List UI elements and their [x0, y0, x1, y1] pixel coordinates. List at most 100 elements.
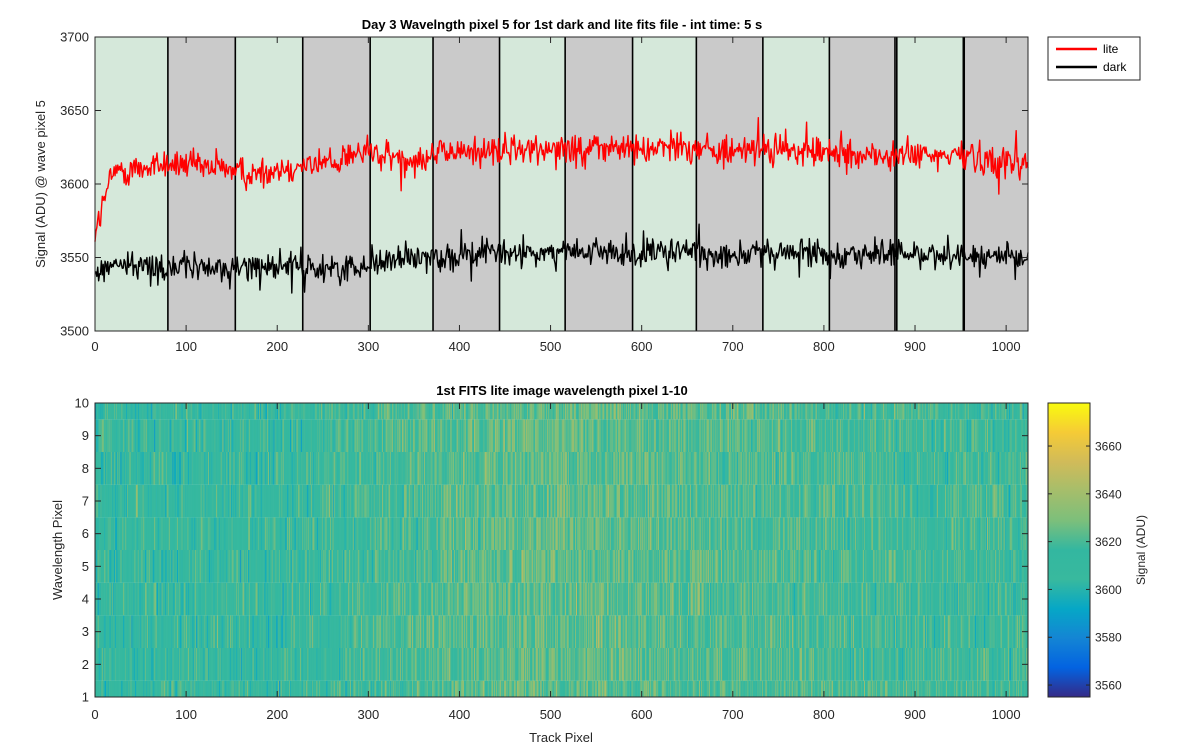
heatmap-cell — [693, 680, 695, 697]
heatmap-cell — [941, 582, 943, 616]
heatmap-cell — [1013, 680, 1015, 697]
heatmap-cell — [185, 680, 187, 697]
heatmap-cell — [615, 680, 617, 697]
heatmap-cell — [820, 615, 822, 648]
heatmap-cell — [636, 582, 638, 616]
heatmap-cell — [850, 648, 852, 681]
heatmap-cell — [373, 550, 376, 583]
heatmap-cell — [843, 648, 846, 681]
heatmap-cell — [232, 550, 234, 583]
heatmap-cell — [382, 648, 385, 681]
heatmap-cell — [194, 550, 196, 583]
heatmap-cell — [582, 680, 584, 697]
heatmap-cell — [572, 680, 574, 697]
heatmap-cell — [677, 550, 679, 583]
heatmap-cell — [330, 550, 333, 583]
heatmap-cell — [561, 615, 563, 648]
heatmap-cell — [606, 550, 608, 583]
heatmap-cell — [384, 648, 386, 681]
heatmap-cell — [112, 550, 114, 583]
heatmap-cell — [250, 550, 253, 583]
heatmap-cell — [111, 615, 113, 648]
heatmap-cell — [411, 615, 413, 648]
heatmap-cell — [423, 550, 426, 583]
heatmap-cell — [556, 550, 559, 583]
heatmap-cell — [341, 550, 343, 583]
heatmap-cell — [306, 615, 308, 648]
heatmap-cell — [171, 582, 173, 616]
heatmap-cell — [772, 615, 775, 648]
heatmap-cell — [179, 550, 181, 583]
heatmap-cell — [279, 550, 281, 583]
heatmap-cell — [451, 615, 453, 648]
heatmap-cell — [519, 648, 521, 681]
heatmap-cell — [466, 615, 468, 648]
heatmap-cell — [768, 582, 770, 616]
heatmap-cell — [910, 648, 912, 681]
heatmap-cell — [905, 582, 907, 616]
heatmap-cell — [794, 550, 797, 583]
heatmap-cell — [213, 582, 215, 616]
heatmap-cell — [774, 615, 776, 648]
heatmap-cell — [908, 582, 910, 616]
heatmap-cell — [214, 615, 216, 648]
heatmap-cell — [552, 550, 554, 583]
heatmap-cell — [874, 680, 877, 697]
heatmap-cell — [527, 615, 530, 648]
heatmap-cell — [739, 550, 741, 583]
heatmap-cell — [498, 680, 500, 697]
heatmap-cell — [377, 615, 379, 648]
heatmap-cell — [663, 615, 665, 648]
heatmap-cell — [356, 615, 358, 648]
heatmap-cell — [959, 615, 961, 648]
heatmap-cell — [106, 582, 109, 616]
heatmap-cell — [935, 582, 937, 616]
heatmap-cell — [253, 550, 255, 583]
heatmap-cell — [382, 680, 384, 697]
heatmap-cell — [628, 550, 631, 583]
heatmap-cell — [378, 648, 380, 681]
heatmap-cell — [611, 648, 613, 681]
heatmap-cell — [839, 648, 841, 681]
heatmap-cell — [285, 582, 287, 616]
heatmap-cell — [133, 680, 135, 697]
heatmap-cell — [405, 648, 407, 681]
heatmap-cell — [953, 615, 955, 648]
heatmap-cell — [142, 680, 144, 697]
heatmap-cell — [755, 648, 757, 681]
heatmap-cell — [845, 680, 848, 697]
heatmap-cell — [844, 680, 847, 697]
heatmap-cell — [411, 648, 413, 681]
heatmap-cell — [944, 582, 946, 616]
heatmap-cell — [193, 680, 195, 697]
heatmap-cell — [702, 550, 704, 583]
heatmap-cell — [408, 582, 410, 616]
heatmap-cell — [212, 582, 214, 616]
heatmap-cell — [711, 680, 714, 697]
heatmap-cell — [638, 648, 641, 681]
heatmap-cell — [244, 550, 246, 583]
heatmap-cell — [511, 648, 513, 681]
heatmap-cell — [125, 550, 127, 583]
heatmap-cell — [940, 615, 942, 648]
heatmap-cell — [390, 550, 392, 583]
heatmap-cell — [1019, 615, 1022, 648]
heatmap-cell — [1013, 582, 1015, 616]
heatmap-cell — [216, 680, 218, 697]
heatmap-cell — [253, 582, 255, 616]
heatmap-cell — [605, 615, 607, 648]
heatmap-cell — [555, 680, 557, 697]
heatmap-cell — [956, 680, 959, 697]
heatmap-cell — [311, 615, 314, 648]
heatmap-cell — [906, 680, 909, 697]
heatmap-cell — [624, 680, 626, 697]
heatmap-cell — [677, 615, 679, 648]
heatmap-cell — [468, 615, 470, 648]
heatmap-cell — [443, 648, 446, 681]
heatmap-cell — [574, 582, 576, 616]
heatmap-cell — [251, 582, 253, 616]
heatmap-cell — [977, 582, 980, 616]
heatmap-cell — [383, 615, 386, 648]
heatmap-cell — [938, 615, 940, 648]
heatmap-cell — [799, 648, 801, 681]
